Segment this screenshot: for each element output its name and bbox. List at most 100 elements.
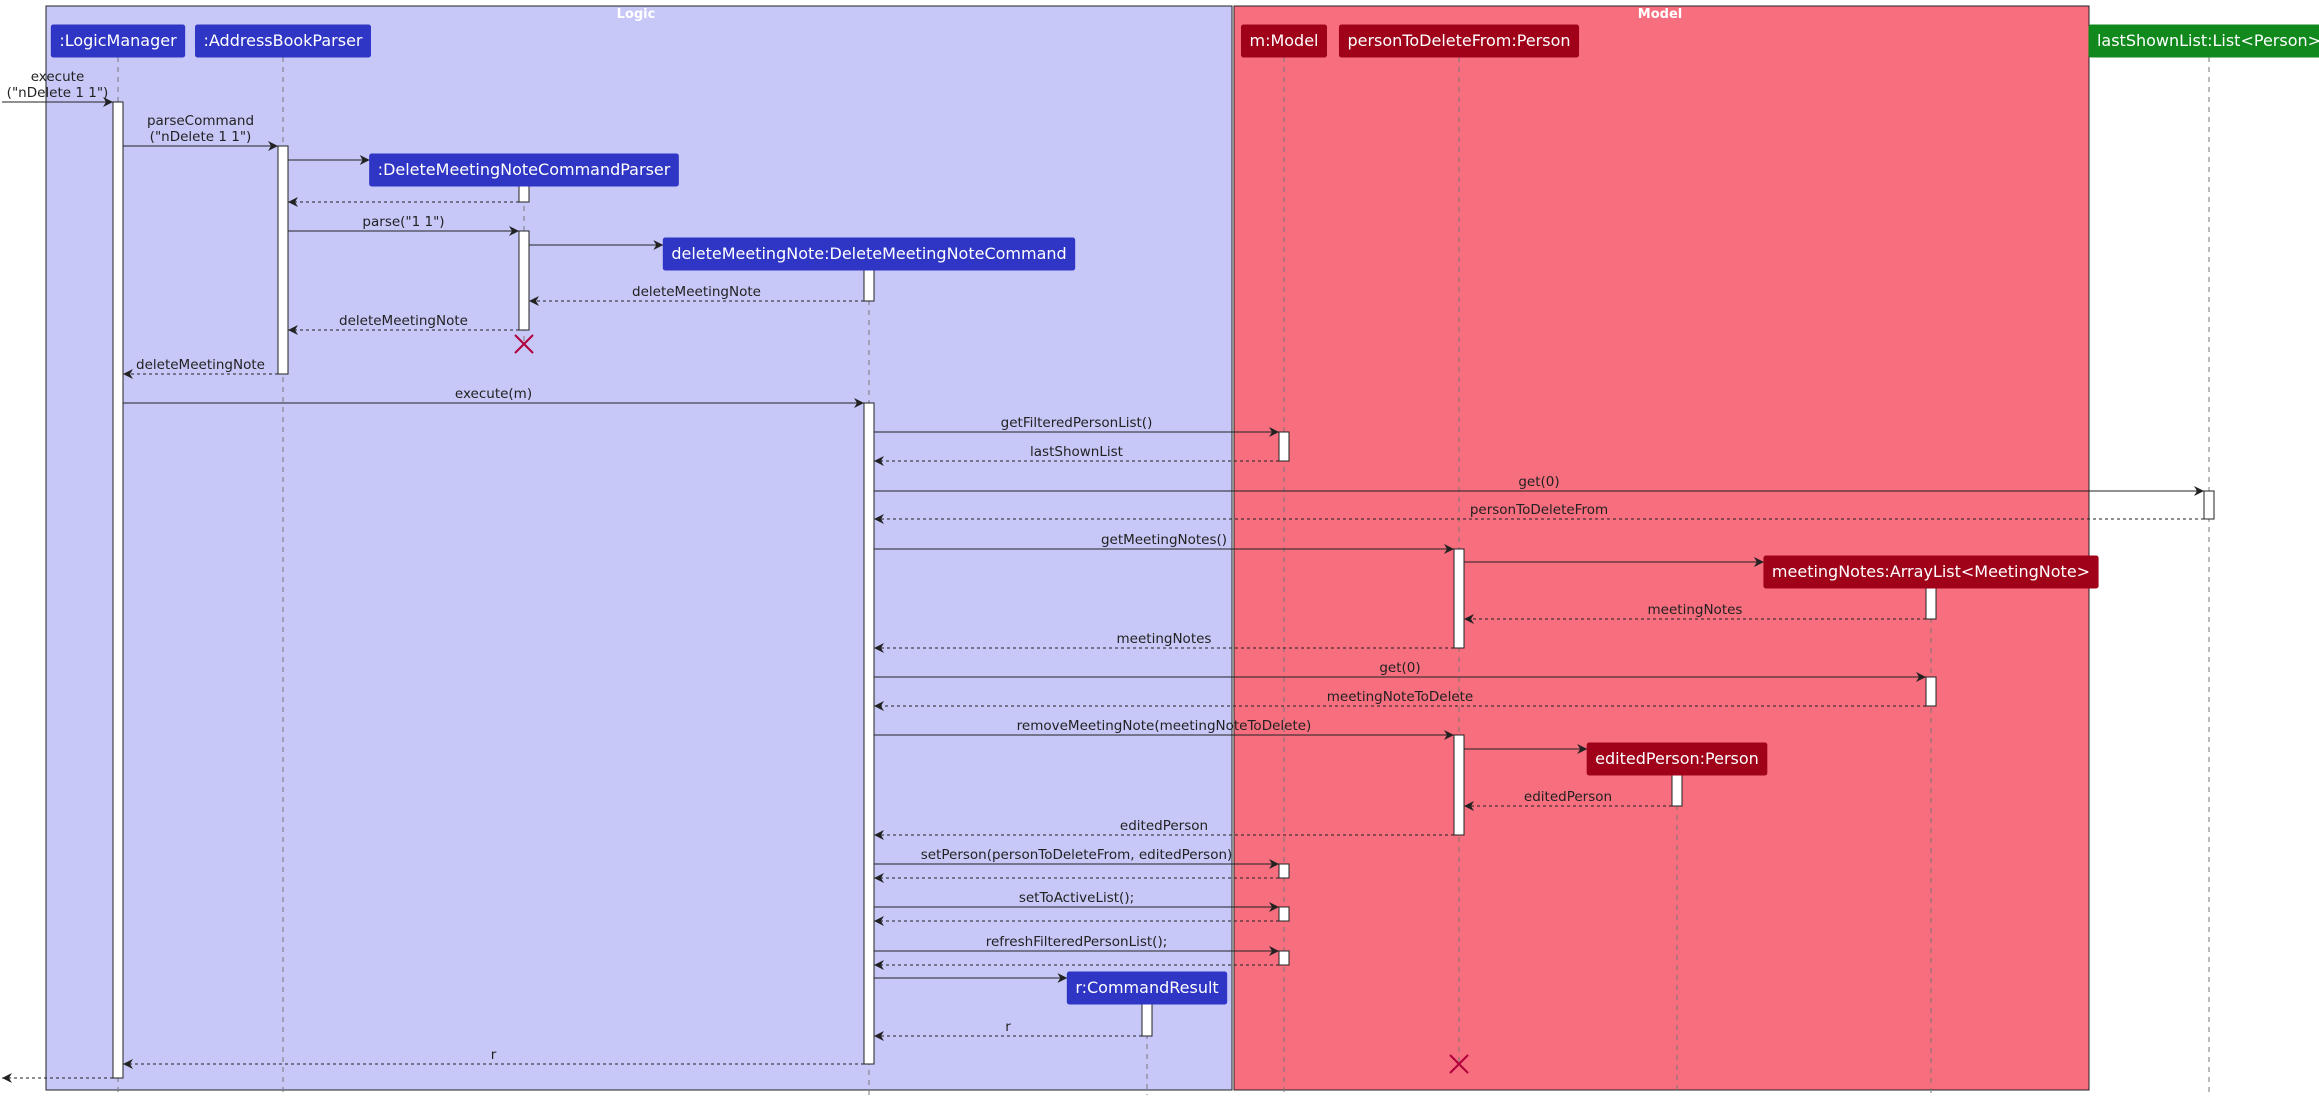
participant-box	[1338, 24, 1580, 58]
message-ls-to-dc: personToDeleteFrom	[874, 502, 2204, 524]
destroy-marks	[514, 334, 1469, 1074]
activation-bar-pd	[1453, 734, 1465, 836]
participant-ep: editedPerson:Person	[1586, 742, 1768, 776]
box-model-title: Model	[1638, 7, 1682, 22]
participant-label: :LogicManager	[59, 31, 177, 50]
participant-label: editedPerson:Person	[1595, 749, 1759, 768]
participant-box	[662, 237, 1076, 271]
message-label: refreshFilteredPersonList();	[986, 934, 1168, 950]
destroy-mark-dp	[514, 334, 534, 354]
message-label: setPerson(personToDeleteFrom, editedPers…	[921, 847, 1233, 863]
message-label: setToActiveList();	[1019, 890, 1134, 906]
message-label: getMeetingNotes()	[1101, 532, 1227, 548]
message-pd-to-dc: editedPerson	[874, 818, 1454, 840]
activation-bar-abp	[277, 145, 289, 375]
message-dp-to-abp: deleteMeetingNote	[288, 313, 519, 335]
message-mn-to-dc: meetingNoteToDelete	[874, 689, 1926, 711]
participant-box	[1066, 971, 1228, 1005]
participant-dc: deleteMeetingNote:DeleteMeetingNoteComma…	[662, 237, 1076, 271]
participant-label: m:Model	[1249, 31, 1318, 50]
participant-label: personToDeleteFrom:Person	[1347, 31, 1570, 50]
activation-bar-mm	[1278, 863, 1290, 879]
message-mn-to-pd: meetingNotes	[1464, 602, 1926, 624]
activation-bar-dc	[863, 402, 875, 1065]
message-dc-to-pd: removeMeetingNote(meetingNoteToDelete)	[874, 718, 1454, 740]
message-label: deleteMeetingNote	[339, 313, 468, 329]
activation-bar-dp	[518, 230, 530, 331]
activation-bar-mm	[1278, 431, 1290, 462]
message-dc-to-mm: setToActiveList();	[874, 890, 1279, 912]
participant-box	[195, 24, 371, 58]
activation-bar-mm	[1278, 950, 1290, 966]
message-label: r	[491, 1047, 497, 1063]
destroy-mark-pd	[1449, 1054, 1469, 1074]
message-abp-to-dp: parse("1 1")	[288, 214, 519, 236]
box-logic-title: Logic	[617, 7, 656, 22]
message-label: editedPerson	[1120, 818, 1208, 834]
message-lm-to-dc: execute(m)	[123, 386, 864, 408]
message-label: getFilteredPersonList()	[1001, 415, 1153, 431]
activation-bar-mn	[1925, 676, 1937, 707]
message-label: execute	[31, 69, 85, 85]
messages: execute("nDelete 1 1")parseCommand("nDel…	[2, 69, 2204, 1083]
box-logic: Logic	[45, 5, 1233, 1091]
message-label: execute(m)	[455, 386, 532, 402]
message-label: parseCommand	[147, 113, 254, 129]
message-label: personToDeleteFrom	[1470, 502, 1608, 518]
participant-cr: r:CommandResult	[1066, 971, 1228, 1005]
message-label: parse("1 1")	[362, 214, 444, 230]
message-dc-to-ls: get(0)	[874, 474, 2204, 496]
activation-bar-dp	[518, 185, 530, 203]
message-pd-to-dc: meetingNotes	[874, 631, 1454, 653]
message-dc-to-mm: refreshFilteredPersonList();	[874, 934, 1279, 956]
activation-bars	[112, 101, 2215, 1079]
message-label: get(0)	[1518, 474, 1559, 490]
participant-label: r:CommandResult	[1075, 978, 1218, 997]
message-dc-to-pd: getMeetingNotes()	[874, 532, 1454, 554]
participant-abp: :AddressBookParser	[195, 24, 371, 58]
activation-bar-ep	[1671, 774, 1683, 807]
participant-box	[1240, 24, 1328, 58]
participant-mm: m:Model	[1240, 24, 1328, 58]
message-label: get(0)	[1379, 660, 1420, 676]
message-label: lastShownList	[1030, 444, 1123, 460]
message-mm-to-dc: lastShownList	[874, 444, 1279, 466]
message-label: removeMeetingNote(meetingNoteToDelete)	[1017, 718, 1312, 734]
activation-bar-pd	[1453, 548, 1465, 649]
participant-pd: personToDeleteFrom:Person	[1338, 24, 1580, 58]
activation-bar-lm	[112, 101, 124, 1079]
activation-bar-ls	[2203, 490, 2215, 520]
box-model: Model	[1233, 5, 2090, 1091]
message-dc-to-mm: setPerson(personToDeleteFrom, editedPers…	[874, 847, 1279, 869]
activation-bar-mn	[1925, 587, 1937, 620]
message-label: deleteMeetingNote	[136, 357, 265, 373]
participant-ls: lastShownList:List<Person>	[2088, 24, 2319, 58]
message-label: r	[1005, 1019, 1011, 1035]
message-dc-to-lm: r	[123, 1047, 864, 1069]
activation-bar-dc	[863, 269, 875, 302]
participant-dp: :DeleteMeetingNoteCommandParser	[369, 153, 679, 187]
participant-label: meetingNotes:ArrayList<MeetingNote>	[1772, 562, 2090, 581]
message-label: editedPerson	[1524, 789, 1612, 805]
participant-box	[2088, 24, 2319, 58]
participant-label: lastShownList:List<Person>	[2097, 31, 2319, 50]
message-cr-to-dc: r	[874, 1019, 1142, 1041]
participant-heads: :LogicManager :AddressBookParser :DeleteMe…	[50, 24, 2319, 1005]
participant-box	[50, 24, 186, 58]
message-dc-to-mm: getFilteredPersonList()	[874, 415, 1279, 437]
activation-bar-cr	[1141, 1003, 1153, 1037]
message-label: meetingNotes	[1648, 602, 1743, 618]
activation-bar-mm	[1278, 906, 1290, 922]
message-ext-to-lm: execute("nDelete 1 1")	[2, 69, 113, 107]
message-label: meetingNotes	[1117, 631, 1212, 647]
message-label: meetingNoteToDelete	[1327, 689, 1473, 705]
participant-box	[1586, 742, 1768, 776]
message-ep-to-pd: editedPerson	[1464, 789, 1672, 811]
participant-label: :DeleteMeetingNoteCommandParser	[378, 160, 671, 179]
message-label: ("nDelete 1 1")	[7, 85, 109, 101]
message-lm-to-abp: parseCommand("nDelete 1 1")	[123, 113, 278, 151]
message-abp-to-lm: deleteMeetingNote	[123, 357, 278, 379]
participant-lm: :LogicManager	[50, 24, 186, 58]
participant-box	[1763, 555, 2099, 589]
